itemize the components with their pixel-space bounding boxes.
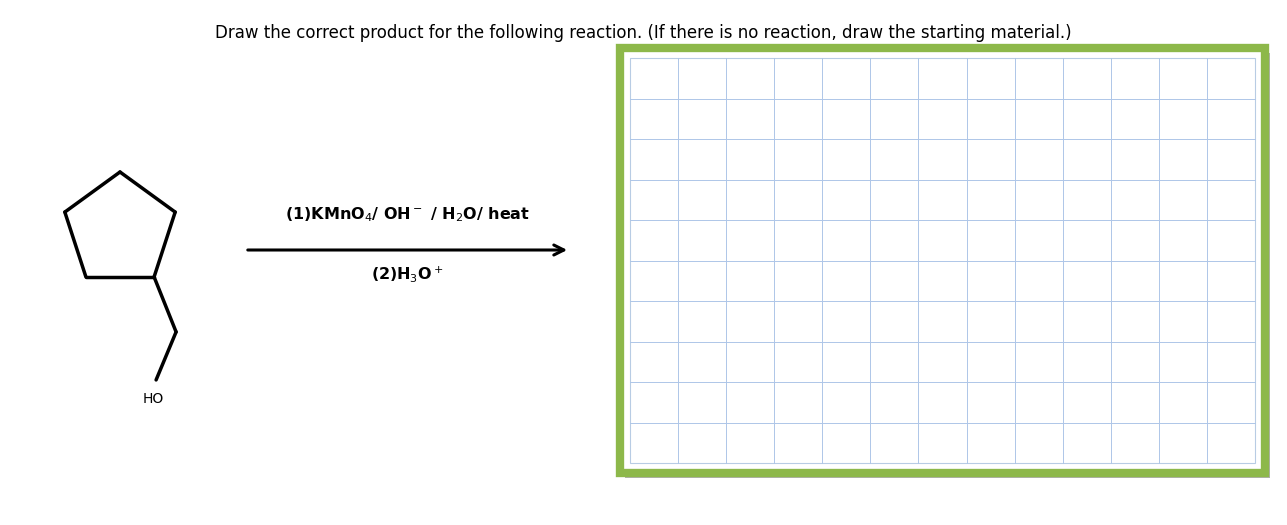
Text: Draw the correct product for the following reaction. (If there is no reaction, d: Draw the correct product for the followi…: [215, 24, 1072, 41]
Bar: [631, 58, 1255, 463]
Bar: [625, 53, 1270, 478]
Text: (2)H$_3$O$^+$: (2)H$_3$O$^+$: [372, 264, 444, 284]
Text: (1)KMnO$_4$/ OH$^-$ / H$_2$O/ heat: (1)KMnO$_4$/ OH$^-$ / H$_2$O/ heat: [284, 205, 530, 224]
Text: HO: HO: [143, 392, 163, 406]
Bar: [620, 48, 1265, 473]
